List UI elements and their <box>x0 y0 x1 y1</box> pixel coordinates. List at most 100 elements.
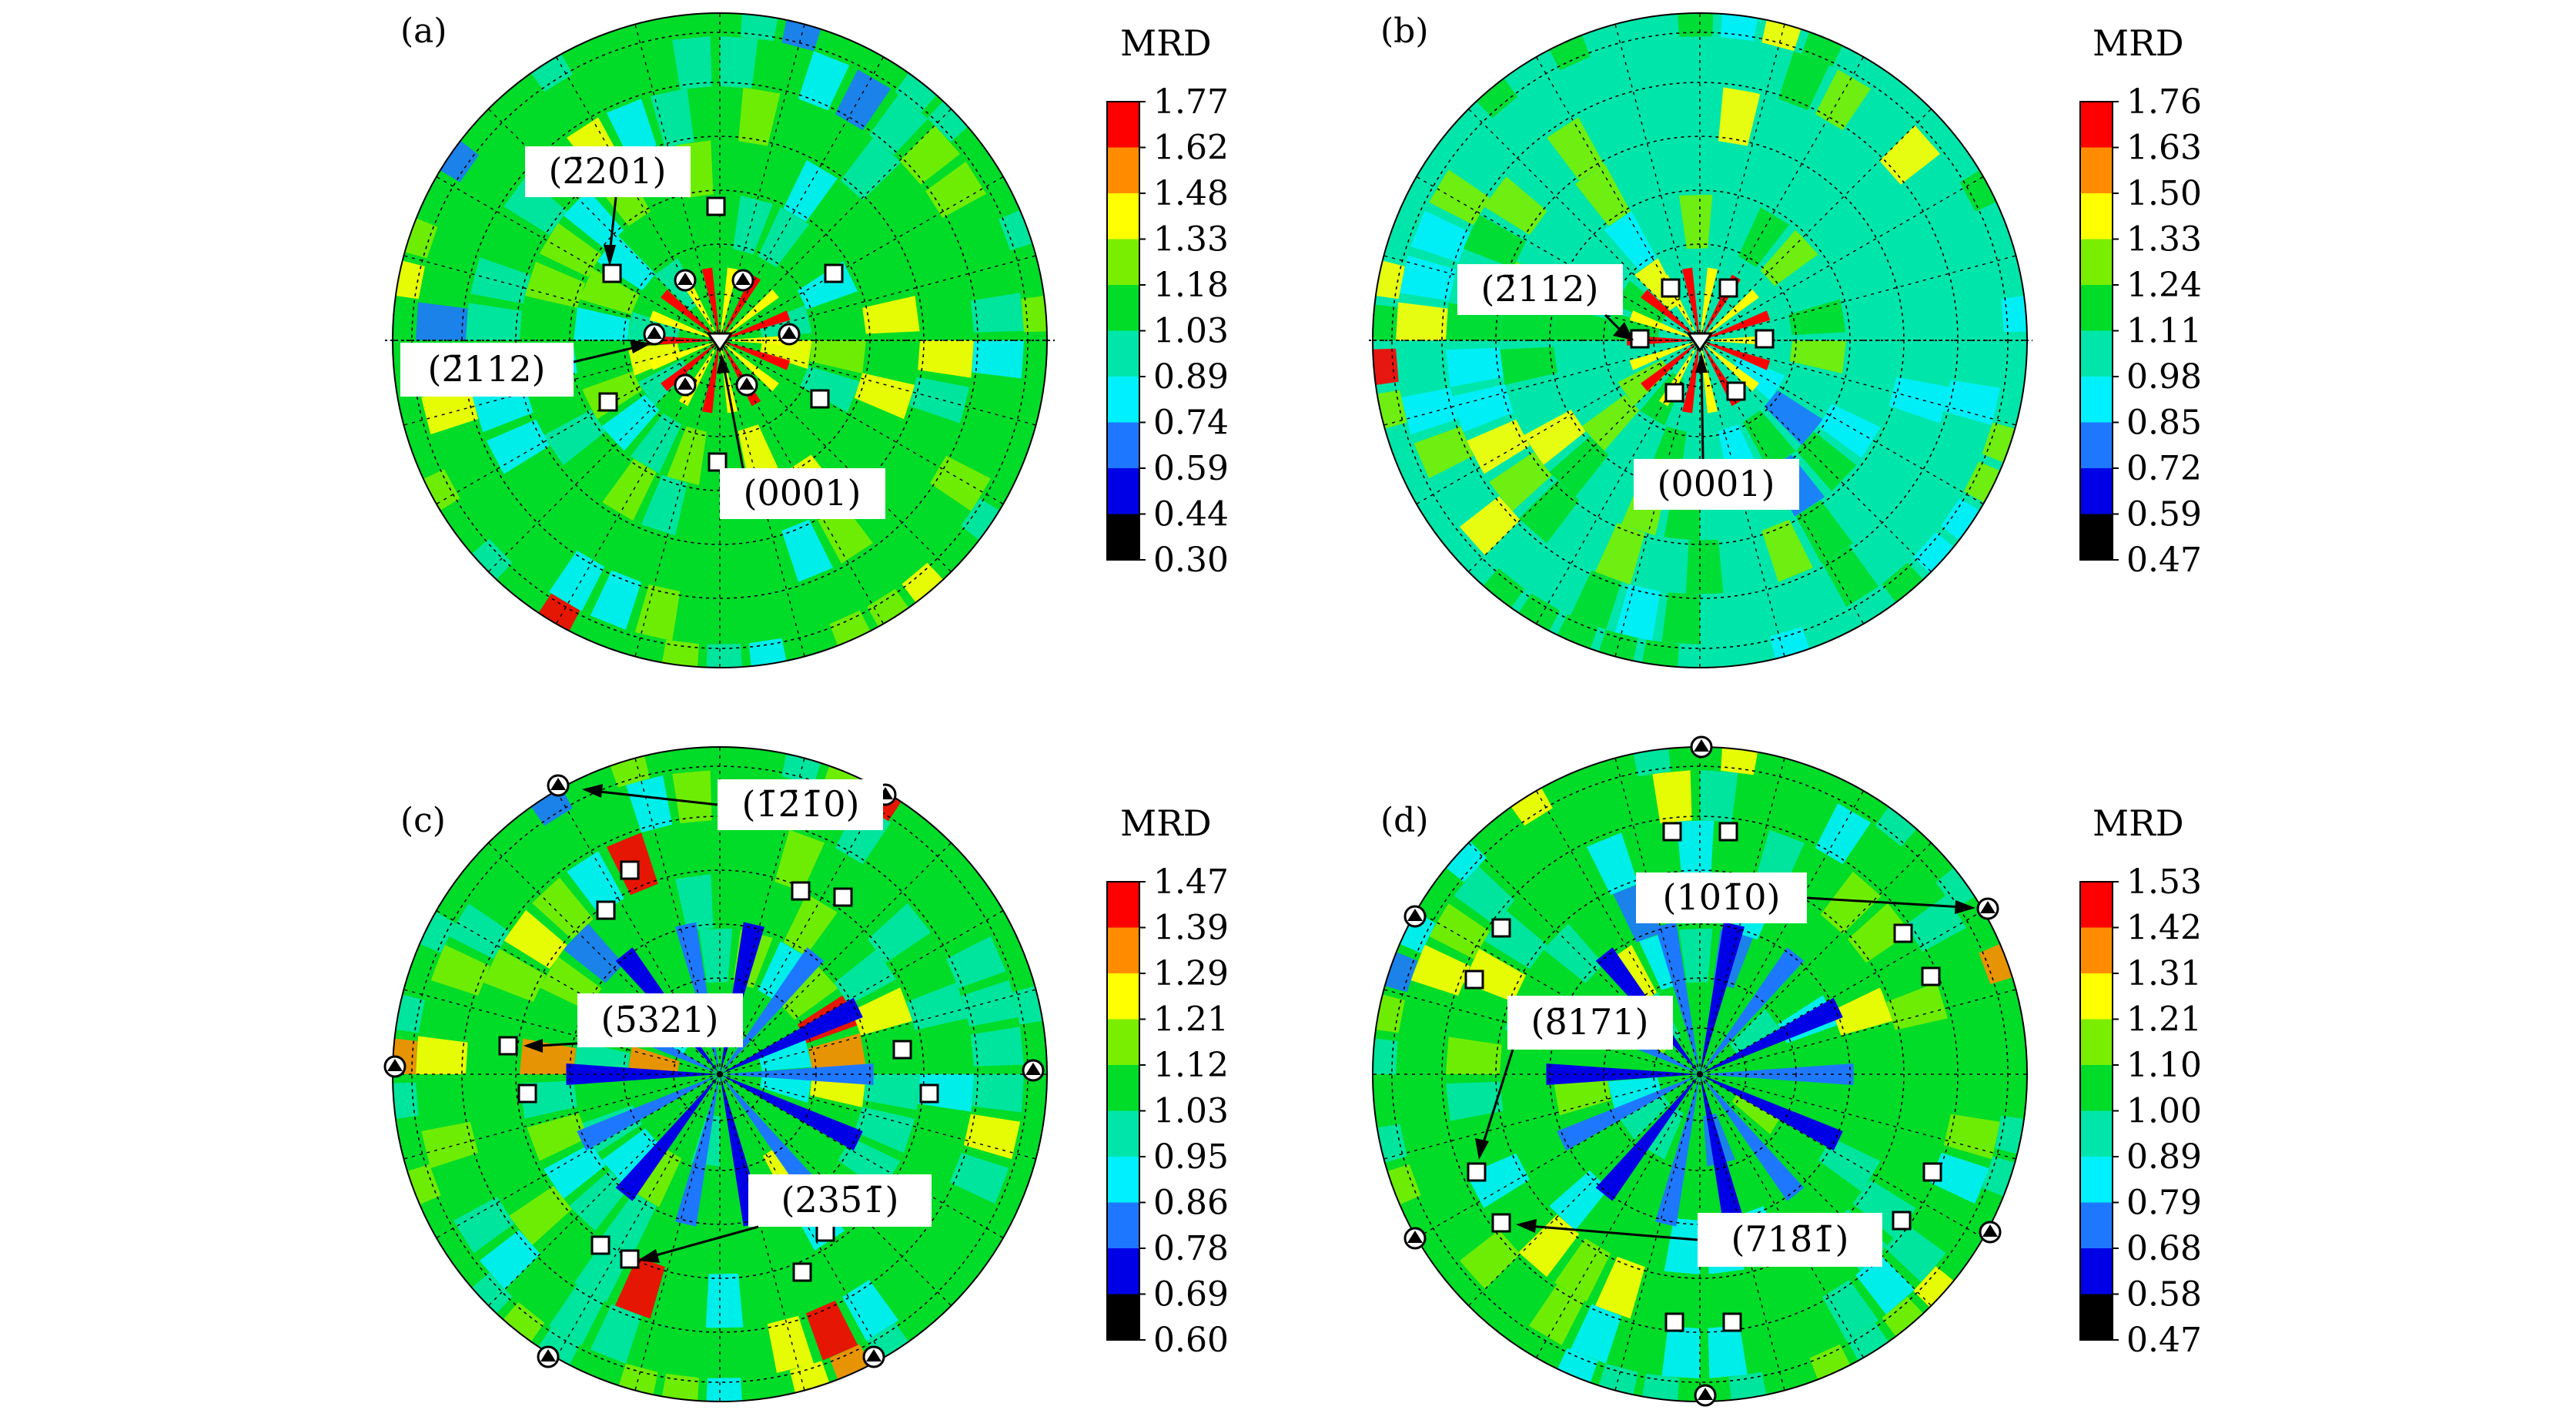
texture-cell <box>1524 410 1586 466</box>
colorbar-tick-label: 1.42 <box>2126 909 2202 948</box>
texture-cell <box>1822 546 1879 608</box>
callout-box <box>748 1174 932 1227</box>
callout-arrow <box>592 789 718 806</box>
texture-cell <box>1785 1301 1838 1361</box>
texture-cell <box>538 481 600 544</box>
square-marker-icon <box>1491 1213 1511 1233</box>
texture-cell <box>1943 1114 2001 1160</box>
texture-cell <box>902 562 946 606</box>
colorbar-swatch <box>1107 1157 1139 1203</box>
texture-cell <box>1543 923 1604 983</box>
texture-cell <box>1554 1238 1611 1302</box>
radial-spike <box>720 274 761 340</box>
texture-cell <box>416 909 456 953</box>
texture-cell <box>601 394 660 451</box>
triangle-marker-icon <box>1694 739 1709 752</box>
texture-cell <box>393 1082 419 1120</box>
texture-cell <box>1489 451 1552 512</box>
colorbar-swatch <box>1107 102 1139 148</box>
marker-group-d <box>1403 735 2002 1407</box>
colorbar-tick-label: 1.29 <box>1153 954 1229 993</box>
triangle-marker-icon <box>781 327 797 339</box>
texture-cell <box>420 1203 460 1247</box>
texture-cell <box>421 1121 479 1169</box>
grid-radial-line <box>555 56 721 341</box>
texture-cell <box>421 387 479 435</box>
colorbar-tick-label: 1.76 <box>2126 82 2202 122</box>
texture-cell <box>1554 307 1611 340</box>
square-marker-icon <box>590 1235 611 1255</box>
callout-label: (2̄201) <box>549 150 667 192</box>
grid-radial-line <box>719 1073 1036 1160</box>
radial-spike <box>1700 1074 1745 1227</box>
texture-cell <box>504 833 564 895</box>
callouts-a: (2̄201) (2̄112) (0001) <box>400 146 885 519</box>
texture-cell <box>963 380 1021 426</box>
texture-cell <box>1870 206 1934 262</box>
texture-cell <box>1574 164 1631 226</box>
texture-cell <box>1480 568 1525 611</box>
texture-cell <box>1529 1284 1585 1345</box>
texture-cell <box>929 1189 991 1245</box>
callouts-d: (101̄0) (8̄171) (718̄1̄) <box>1475 872 1975 1267</box>
colorbar-tick-label: 1.63 <box>2126 129 2202 168</box>
texture-cell <box>650 88 694 148</box>
texture-cell <box>1842 296 1900 334</box>
colorbar-swatch <box>2080 1248 2113 1294</box>
texture-cell <box>503 176 567 236</box>
triangle-markers <box>643 269 801 397</box>
radial-spike <box>1700 1074 1805 1201</box>
texture-cell <box>1581 394 1640 451</box>
square-marker-icon <box>1726 381 1746 401</box>
radial-spike <box>702 340 720 414</box>
grid-radial-line <box>1699 1073 2016 1160</box>
square-marker-icon <box>620 1249 640 1269</box>
callout-label: (5̄321) <box>601 999 719 1040</box>
radial-spike <box>720 1074 863 1151</box>
radial-spike <box>720 290 779 340</box>
texture-cell <box>705 1273 744 1328</box>
texture-cell <box>767 1315 815 1373</box>
grid-radial-line <box>719 340 1004 505</box>
texture-cell <box>872 445 936 505</box>
texture-cell <box>493 75 538 119</box>
texture-cell <box>470 257 531 304</box>
callout-arrow <box>573 345 640 363</box>
texture-cell <box>1764 390 1823 446</box>
texture-cell <box>1731 357 1785 400</box>
triangle-marker-icon <box>1698 1388 1713 1400</box>
texture-cell <box>625 42 673 99</box>
square-marker-icon <box>1718 822 1738 842</box>
texture-cell <box>544 1144 606 1200</box>
texture-cell <box>1639 534 1681 594</box>
callout-box <box>1636 872 1807 923</box>
colorbar-swatch <box>2080 1110 2113 1157</box>
square-markers <box>1630 278 1775 403</box>
texture-cell <box>1761 519 1814 582</box>
texture-cell <box>1618 1094 1671 1140</box>
colorbar-tick-label: 1.77 <box>1153 82 1229 122</box>
texture-cell <box>1570 570 1621 630</box>
texture-cell <box>1926 936 1986 989</box>
texture-cell <box>1373 348 1399 386</box>
texture-cell <box>1855 1254 1915 1315</box>
radial-spike <box>1546 1063 1700 1085</box>
texture-cell <box>1879 125 1941 185</box>
texture-cell <box>733 195 773 255</box>
colorbar-tick-label: 0.68 <box>2126 1229 2202 1268</box>
colorbar-tick-label: 0.89 <box>2126 1137 2202 1177</box>
texture-cell <box>1518 1214 1580 1278</box>
texture-cell <box>1780 366 1841 413</box>
square-markers <box>498 860 939 1282</box>
square-marker-icon <box>824 263 844 283</box>
grid-radial-line <box>719 255 1036 341</box>
texture-cell <box>929 455 991 511</box>
colorbar-tick-label: 0.89 <box>1153 357 1229 397</box>
texture-cell <box>1547 117 1604 181</box>
texture-cell <box>667 426 707 486</box>
colorbar-swatch <box>1107 1019 1139 1066</box>
colorbar-tick-label: 1.03 <box>1153 312 1229 351</box>
texture-cell <box>862 296 920 334</box>
texture-cell <box>1809 1344 1852 1384</box>
